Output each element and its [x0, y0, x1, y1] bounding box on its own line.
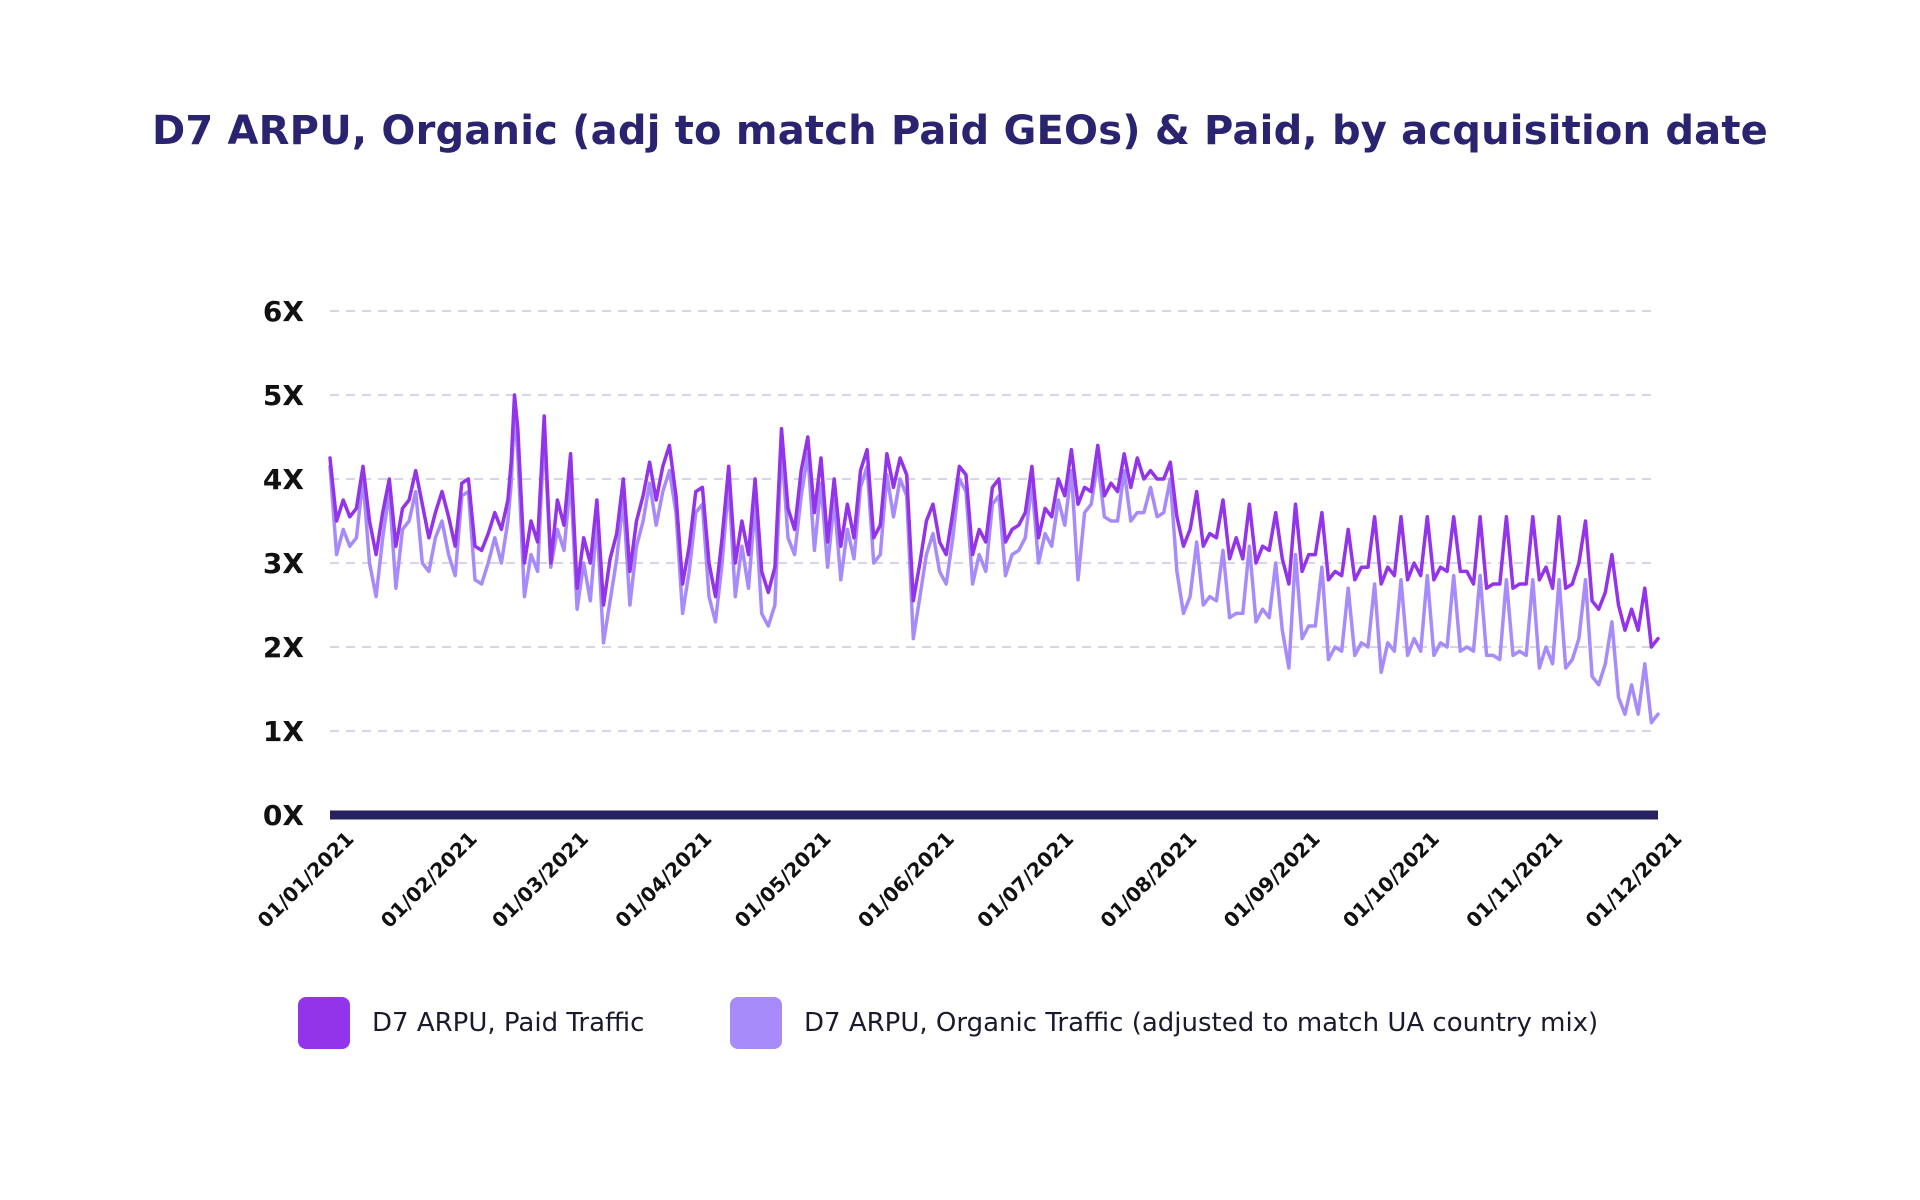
series-lines: [328, 393, 1660, 725]
legend-label-paid: D7 ARPU, Paid Traffic: [372, 1008, 645, 1038]
y-axis-ticks: 0X 1X 2X 3X 4X 5X 6X: [263, 295, 304, 832]
x-tick-label: 01/10/2021: [1338, 827, 1444, 933]
x-tick-label: 01/02/2021: [376, 827, 482, 933]
x-tick-label: 01/07/2021: [972, 827, 1078, 933]
x-tick-label: 01/06/2021: [853, 827, 959, 933]
x-axis-ticks: 01/01/2021 01/02/2021 01/03/2021 01/04/2021…: [253, 827, 1687, 933]
x-tick-label: 01/01/2021: [253, 827, 359, 933]
x-tick-label: 01/08/2021: [1095, 827, 1201, 933]
legend-swatch-organic: [730, 997, 782, 1049]
y-tick-label: 6X: [263, 295, 304, 328]
x-tick-label: 01/04/2021: [610, 827, 716, 933]
chart-title: D7 ARPU, Organic (adj to match Paid GEOs…: [151, 108, 1769, 154]
y-tick-label: 4X: [263, 463, 304, 496]
grid-lines: [330, 310, 1658, 732]
legend-label-organic: D7 ARPU, Organic Traffic (adjusted to ma…: [804, 1008, 1599, 1038]
series-line-paid: [328, 393, 1660, 649]
x-tick-label: 01/05/2021: [730, 827, 836, 933]
y-tick-label: 3X: [263, 547, 304, 580]
legend-item-organic: D7 ARPU, Organic Traffic (adjusted to ma…: [730, 997, 1598, 1049]
y-tick-label: 2X: [263, 631, 304, 664]
x-tick-label: 01/11/2021: [1461, 827, 1567, 933]
x-tick-label: 01/09/2021: [1219, 827, 1325, 933]
legend-swatch-paid: [298, 997, 350, 1049]
legend-item-paid: D7 ARPU, Paid Traffic: [298, 997, 644, 1049]
y-tick-label: 0X: [263, 799, 304, 832]
y-tick-label: 5X: [263, 379, 304, 412]
y-tick-label: 1X: [263, 715, 304, 748]
x-tick-label: 01/12/2021: [1581, 827, 1687, 933]
x-tick-label: 01/03/2021: [487, 827, 593, 933]
